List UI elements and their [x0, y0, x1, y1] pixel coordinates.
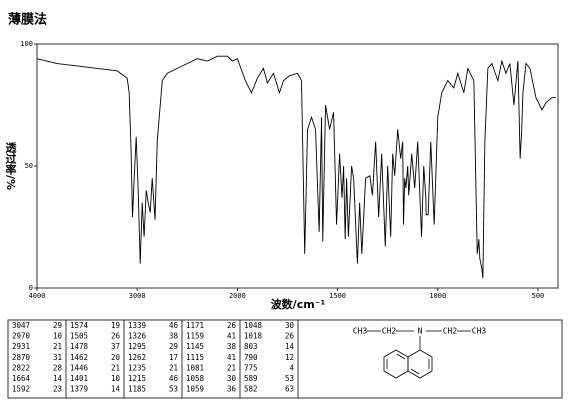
transmittance-cell: 14	[285, 342, 295, 351]
x-axis-label: 波数/cm⁻¹	[271, 297, 326, 311]
transmittance-cell: 26	[227, 321, 237, 330]
wavenumber-cell: 1379	[70, 385, 88, 394]
double-bond	[396, 353, 406, 360]
wavenumber-cell: 1059	[186, 385, 204, 394]
transmittance-cell: 26	[111, 332, 121, 341]
structure	[367, 330, 471, 379]
wavenumber-cell: 803	[244, 342, 258, 351]
structure-group: CH3	[472, 327, 487, 336]
x-tick-label: 3000	[129, 292, 146, 300]
transmittance-cell: 10	[111, 374, 121, 383]
transmittance-cell: 41	[227, 332, 236, 341]
ring	[383, 349, 409, 379]
wavenumber-cell: 2970	[12, 332, 31, 341]
transmittance-cell: 53	[285, 374, 294, 383]
wavenumber-cell: 1295	[128, 342, 146, 351]
structure-group: N	[418, 327, 423, 336]
wavenumber-cell: 790	[244, 353, 258, 362]
wavenumber-cell: 3047	[12, 321, 30, 330]
transmittance-cell: 36	[227, 385, 237, 394]
transmittance-cell: 14	[111, 385, 121, 394]
transmittance-cell: 21	[111, 363, 120, 372]
wavenumber-cell: 775	[244, 363, 258, 372]
wavenumber-cell: 1339	[128, 321, 146, 330]
structure-group: CH2	[443, 327, 458, 336]
wavenumber-cell: 1235	[128, 363, 146, 372]
wavenumber-cell: 1505	[70, 332, 88, 341]
wavenumber-cell: 1048	[244, 321, 263, 330]
wavenumber-cell: 1401	[70, 374, 88, 383]
transmittance-cell: 29	[53, 321, 62, 330]
structure-group: CH2	[382, 327, 397, 336]
x-tick-label: 2000	[229, 292, 246, 300]
transmittance-cell: 38	[227, 342, 237, 351]
double-bond	[410, 368, 420, 375]
transmittance-cell: 21	[169, 363, 178, 372]
transmittance-cell: 4	[289, 363, 294, 372]
wavenumber-cell: 1462	[70, 353, 88, 362]
y-tick-label: 0	[29, 284, 33, 292]
wavenumber-cell: 1478	[70, 342, 89, 351]
wavenumber-cell: 582	[244, 385, 258, 394]
transmittance-cell: 30	[227, 374, 237, 383]
transmittance-cell: 10	[53, 332, 63, 341]
transmittance-cell: 29	[169, 342, 178, 351]
chart-title: 薄膜法	[8, 12, 47, 28]
y-axis-label: 透过率/%	[4, 142, 17, 190]
wavenumber-cell: 1664	[12, 374, 31, 383]
transmittance-cell: 19	[111, 321, 120, 330]
transmittance-cell: 53	[169, 385, 178, 394]
transmittance-cell: 20	[111, 353, 121, 362]
spectrum-line	[36, 55, 556, 279]
transmittance-cell: 46	[169, 321, 179, 330]
wavenumber-cell: 1592	[12, 385, 30, 394]
transmittance-cell: 63	[285, 385, 294, 394]
wavenumber-cell: 1262	[128, 353, 146, 362]
y-tick-label: 50	[25, 162, 33, 170]
wavenumber-cell: 1018	[244, 332, 263, 341]
x-tick-label: 1500	[329, 292, 346, 300]
transmittance-cell: 28	[53, 363, 63, 372]
transmittance-cell: 37	[111, 342, 120, 351]
transmittance-cell: 23	[53, 385, 62, 394]
peak-table: 3047 29 2970 10 2931 21 2870 31 2822 28 1664 14 1592…	[12, 320, 299, 398]
wavenumber-cell: 2822	[12, 363, 30, 372]
wavenumber-cell: 1115	[186, 353, 204, 362]
transmittance-cell: 12	[285, 353, 294, 362]
wavenumber-cell: 2870	[12, 353, 31, 362]
structure-group: CH3	[353, 327, 368, 336]
transmittance-cell: 38	[169, 332, 179, 341]
wavenumber-cell: 1215	[128, 374, 146, 383]
transmittance-cell: 17	[169, 353, 178, 362]
transmittance-cell: 21	[53, 342, 62, 351]
wavenumber-cell: 1159	[186, 332, 204, 341]
wavenumber-cell: 1171	[186, 321, 204, 330]
wavenumber-cell: 589	[244, 374, 258, 383]
transmittance-cell: 14	[53, 374, 63, 383]
wavenumber-cell: 1574	[70, 321, 89, 330]
y-tick-label: 100	[20, 40, 33, 48]
x-tick-label: 500	[532, 292, 545, 300]
transmittance-cell: 41	[227, 353, 236, 362]
transmittance-cell: 46	[169, 374, 179, 383]
transmittance-cell: 31	[53, 353, 62, 362]
wavenumber-cell: 1446	[70, 363, 89, 372]
ring	[407, 349, 433, 379]
wavenumber-cell: 1326	[128, 332, 147, 341]
x-tick-label: 4000	[29, 292, 46, 300]
wavenumber-cell: 2931	[12, 342, 30, 351]
wavenumber-cell: 1058	[186, 374, 205, 383]
transmittance-cell: 21	[227, 363, 236, 372]
transmittance-cell: 30	[285, 321, 295, 330]
table-frame	[7, 319, 563, 399]
wavenumber-cell: 1185	[128, 385, 146, 394]
x-tick-label: 1000	[429, 292, 446, 300]
wavenumber-cell: 1081	[186, 363, 204, 372]
wavenumber-cell: 1145	[186, 342, 204, 351]
transmittance-cell: 26	[285, 332, 295, 341]
